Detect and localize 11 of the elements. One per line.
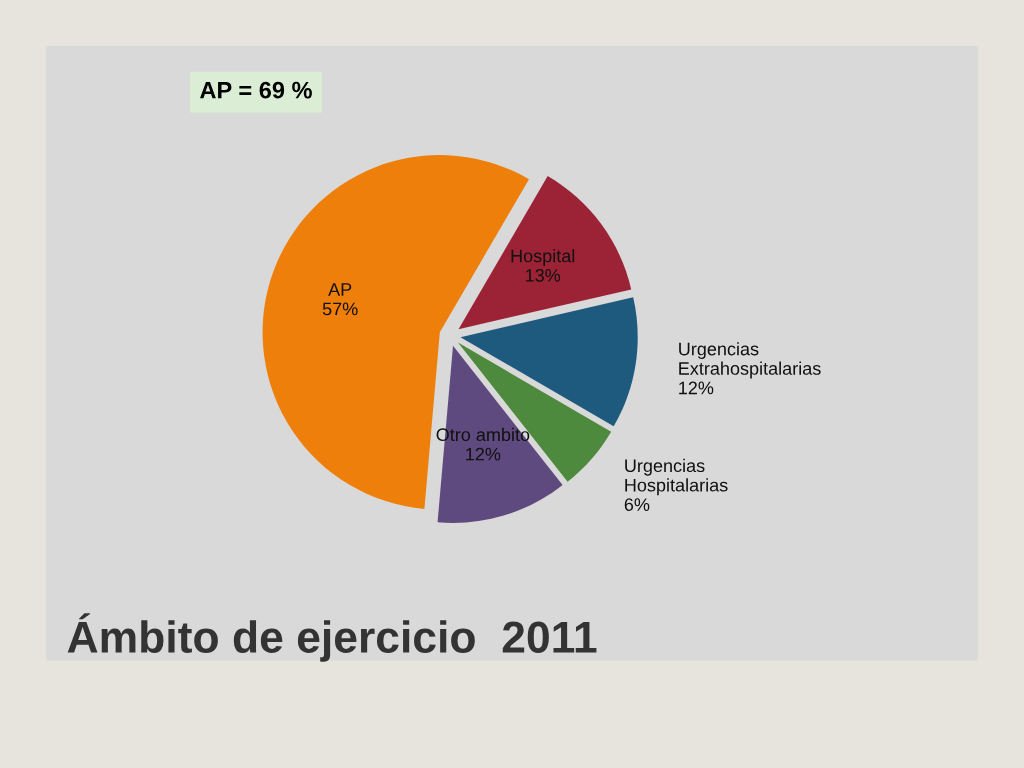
data-label: 12% [466, 447, 501, 461]
slice-label: Hospital [511, 249, 575, 266]
slice-label: Urgencias Extrahospitalarias [679, 342, 821, 379]
slice-label: AP [328, 283, 352, 296]
slice-label: Urgencias Hospitalarias [625, 458, 728, 496]
data-label: 57% [322, 302, 358, 316]
data-label: 12% [679, 381, 714, 395]
text: AP = 69 % [200, 81, 312, 99]
text: Ámbito de ejercicio 2011 [67, 613, 597, 662]
data-label: 6% [624, 498, 650, 512]
data-label: 13% [526, 268, 561, 282]
